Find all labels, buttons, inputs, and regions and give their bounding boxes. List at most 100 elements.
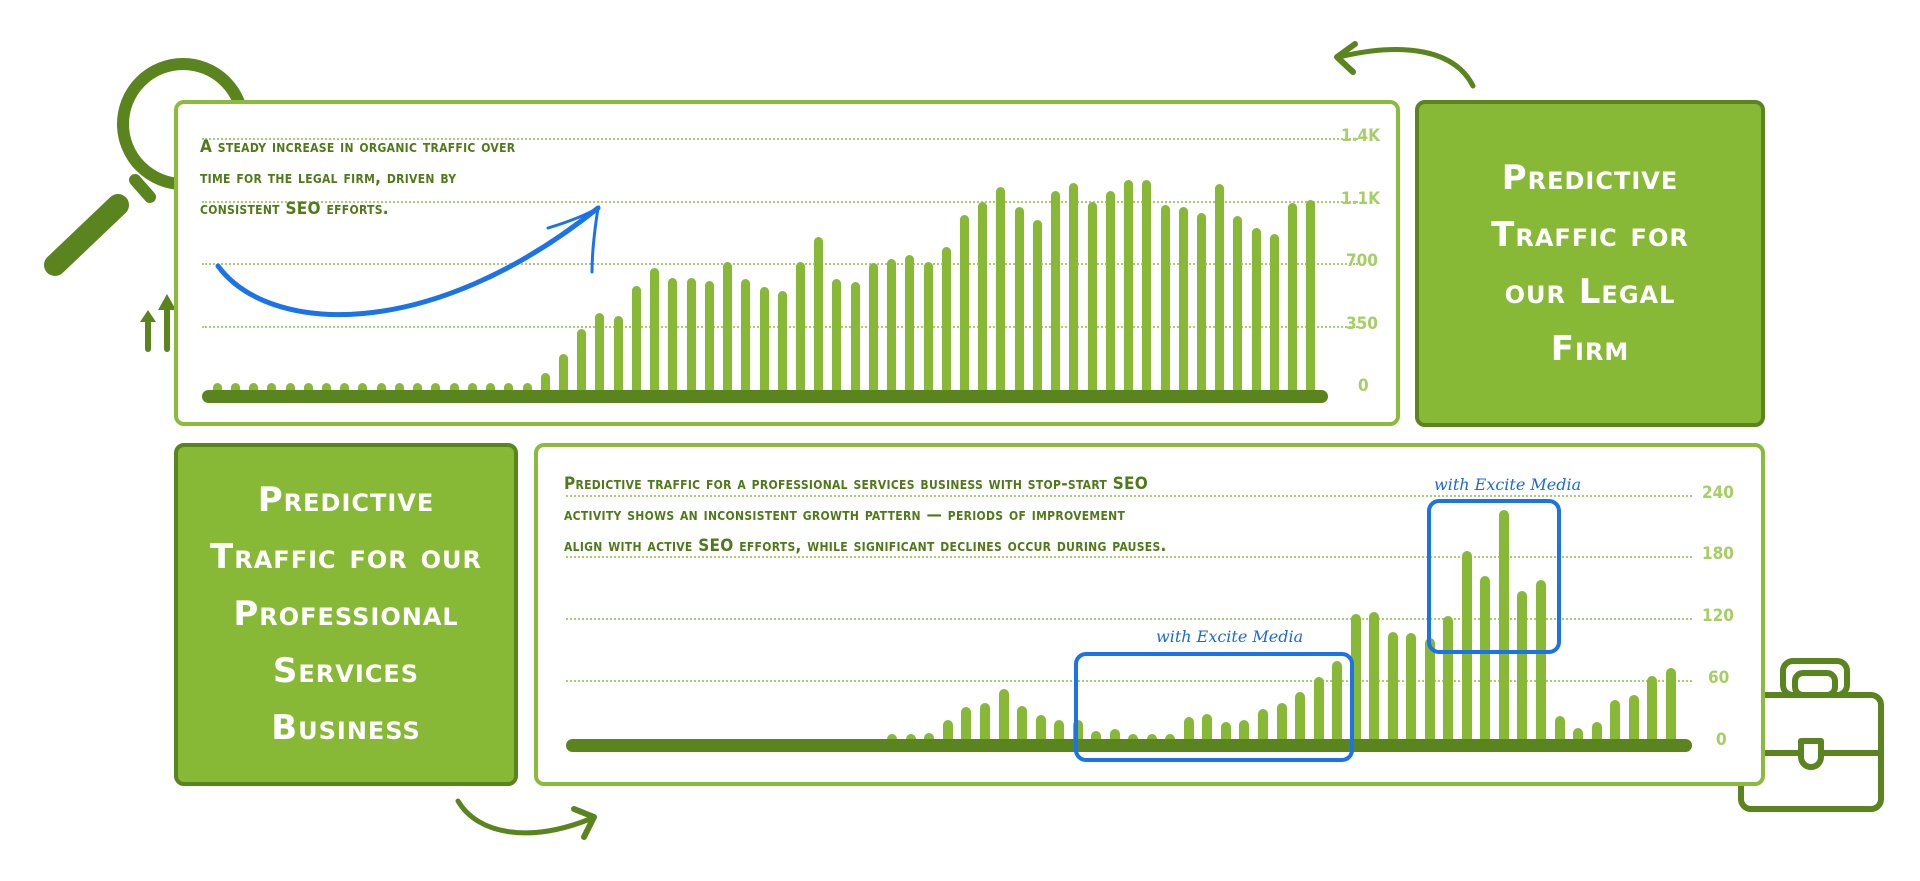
gridline-60: [566, 680, 1692, 682]
caption-line: A steady increase in organic traffic ove…: [200, 137, 516, 157]
title-line: Business: [271, 708, 421, 748]
bar: [814, 236, 824, 394]
bar: [998, 688, 1009, 742]
bar: [522, 383, 532, 394]
excite-media-highlight-1: [1074, 652, 1354, 762]
bar: [1573, 727, 1584, 742]
bar: [1017, 706, 1028, 742]
caption-line: activity shows an inconsistent growth pa…: [564, 505, 1126, 525]
bar: [832, 279, 842, 394]
caption-line: time for the legal firm, driven by: [200, 168, 457, 188]
y-tick-700: 700: [1346, 251, 1378, 271]
professional-services-title-box: Predictive Traffic for our Professional …: [174, 443, 518, 786]
bar: [795, 262, 805, 394]
gridline-700: [202, 263, 1358, 265]
bar: [249, 383, 259, 394]
bar: [1295, 691, 1306, 742]
gridline-1400: [202, 138, 1358, 140]
bar: [941, 246, 951, 394]
curved-arrow-left-icon: [1334, 41, 1476, 89]
bar: [577, 329, 587, 394]
bar: [1054, 720, 1065, 742]
bar: [1105, 191, 1115, 394]
bar: [1035, 715, 1046, 742]
bar: [267, 383, 277, 394]
bar: [759, 287, 769, 394]
bar: [212, 383, 222, 394]
title-line: Predictive: [257, 480, 435, 520]
bar: [1239, 720, 1250, 742]
bar: [303, 383, 313, 394]
x-axis-baseline: [202, 390, 1328, 403]
bar: [1387, 632, 1398, 742]
bar: [1424, 638, 1435, 742]
bar: [1109, 728, 1120, 742]
curved-arrow-right-icon: [455, 798, 597, 840]
bar: [960, 214, 970, 394]
caption-line: consistent SEO efforts.: [200, 199, 389, 219]
bar: [723, 262, 733, 394]
bar: [1369, 611, 1380, 742]
x-axis-baseline: [566, 739, 1692, 752]
bar: [1197, 213, 1206, 394]
bar: [1306, 200, 1316, 394]
bar: [1142, 179, 1152, 394]
bar: [1165, 733, 1176, 742]
gridline-240: [566, 495, 1692, 497]
bar: [1554, 716, 1565, 742]
bar: [1128, 733, 1139, 742]
title-line: Predictive: [1501, 157, 1679, 198]
bar: [1406, 633, 1417, 742]
y-tick-350: 350: [1346, 314, 1378, 334]
bar: [961, 707, 972, 742]
bar: [1610, 699, 1621, 742]
bar: [595, 312, 605, 394]
legal-firm-caption: A steady increase in organic traffic ove…: [200, 132, 515, 225]
bar: [504, 383, 514, 394]
bar: [631, 285, 641, 394]
gridline-120: [566, 618, 1692, 620]
bar: [996, 187, 1006, 394]
y-tick-0: 0: [1716, 730, 1727, 750]
bar: [1032, 219, 1042, 394]
legal-firm-bars: [208, 132, 1320, 394]
bar: [230, 383, 240, 394]
bar: [1461, 551, 1472, 742]
caption-line: align with active SEO efforts, while sig…: [564, 536, 1167, 556]
bar: [1183, 717, 1194, 742]
caption-line: Predictive traffic for a professional se…: [564, 474, 1149, 494]
bar: [1202, 714, 1213, 742]
bar: [1215, 184, 1225, 394]
bar: [1517, 591, 1528, 742]
title-line: Professional: [233, 594, 459, 634]
bar: [1350, 613, 1361, 742]
bar: [613, 315, 623, 394]
legal-firm-chart-panel: 1.4K 1.1K 700 350 0 A steady increase in…: [174, 100, 1400, 426]
excite-media-label-2: with Excite Media: [1434, 475, 1582, 494]
bar: [558, 353, 568, 394]
bar: [1665, 668, 1676, 742]
bar: [413, 383, 423, 394]
bar: [1220, 721, 1231, 742]
title-line: Services: [272, 651, 420, 691]
bar: [923, 262, 933, 394]
professional-services-caption: Predictive traffic for a professional se…: [564, 469, 1167, 562]
bar: [668, 277, 678, 394]
bar: [431, 383, 441, 394]
professional-services-bars: [568, 495, 1680, 742]
y-tick-240: 240: [1702, 483, 1734, 503]
bar: [1276, 703, 1287, 742]
bar: [1498, 510, 1509, 742]
bar: [285, 383, 295, 394]
bar: [467, 383, 477, 394]
bar: [1178, 206, 1188, 394]
bar: [1258, 709, 1268, 742]
title-line: our Legal: [1504, 271, 1676, 312]
bar: [1313, 677, 1324, 742]
legal-firm-title-box: Predictive Traffic for our Legal Firm: [1415, 100, 1765, 427]
bar: [887, 258, 897, 394]
bar: [868, 262, 878, 394]
bar: [1443, 615, 1454, 742]
excite-media-label-1: with Excite Media: [1156, 627, 1304, 646]
bar: [1647, 676, 1658, 742]
